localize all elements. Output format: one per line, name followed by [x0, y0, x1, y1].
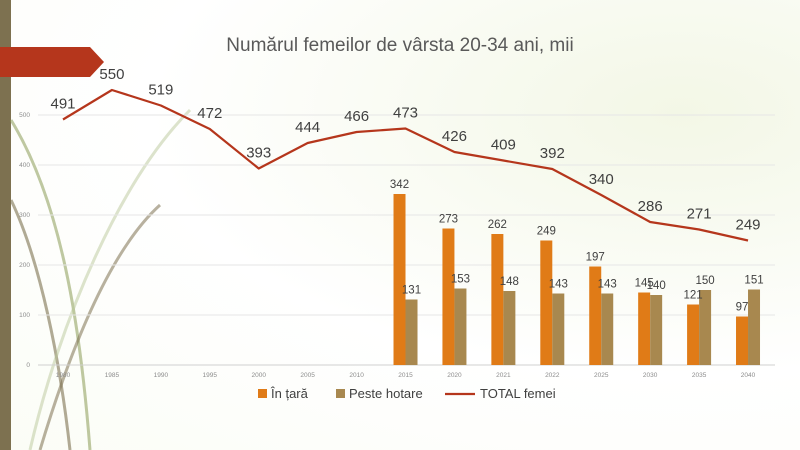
line-label-total: 466	[344, 108, 369, 125]
line-label-total: 392	[540, 145, 565, 162]
bar-label-in-tara: 145	[635, 278, 654, 290]
legend-label-total: TOTAL femei	[480, 386, 556, 401]
legend-swatch-in-tara	[258, 389, 267, 398]
y-tick-label: 500	[19, 112, 30, 119]
y-tick-label: 0	[26, 362, 30, 369]
line-label-total: 491	[50, 96, 75, 113]
bar-label-in-tara: 249	[537, 226, 556, 238]
bar-label-in-tara: 97	[736, 302, 749, 314]
bar-label-peste-hotare: 143	[549, 279, 568, 291]
bar-label-peste-hotare: 140	[647, 280, 666, 292]
x-tick-label: 1980	[56, 372, 71, 379]
bar-label-in-tara: 121	[683, 290, 702, 302]
bar-peste-hotare	[699, 290, 712, 365]
line-label-total: 340	[589, 171, 614, 188]
bar-label-peste-hotare: 131	[402, 285, 421, 297]
bar-label-in-tara: 262	[488, 219, 507, 231]
x-tick-label: 2022	[545, 372, 560, 379]
x-tick-label: 2025	[594, 372, 609, 379]
bar-label-in-tara: 342	[390, 179, 409, 191]
decorative-curves	[9, 108, 192, 450]
legend-label-peste-hotare: Peste hotare	[349, 386, 423, 401]
x-tick-label: 2005	[300, 372, 315, 379]
x-tick-label: 2030	[643, 372, 658, 379]
x-tick-label: 2020	[447, 372, 462, 379]
line-label-total: 444	[295, 119, 320, 136]
bar-label-peste-hotare: 153	[451, 274, 470, 286]
bar-in-tara	[687, 304, 700, 365]
x-tick-label: 2015	[398, 372, 413, 379]
line-label-total: 286	[638, 198, 663, 215]
bar-peste-hotare	[601, 293, 614, 365]
bar-peste-hotare	[503, 291, 516, 365]
legend-label-in-tara: În țară	[270, 386, 309, 401]
red-tab	[0, 47, 104, 77]
slide-left-bar	[0, 0, 11, 450]
bar-peste-hotare	[405, 299, 418, 365]
total-line	[62, 88, 749, 242]
line-label-total: 550	[99, 66, 124, 83]
x-tick-label: 1985	[105, 372, 120, 379]
line-label-total: 472	[197, 105, 222, 122]
y-tick-label: 300	[19, 212, 30, 219]
x-tick-label: 2035	[692, 372, 707, 379]
bar-label-peste-hotare: 150	[695, 275, 714, 287]
legend-swatch-peste-hotare	[336, 389, 345, 398]
line-label-total: 473	[393, 105, 418, 122]
bar-label-peste-hotare: 148	[500, 276, 519, 288]
bar-label-in-tara: 273	[439, 214, 458, 226]
bar-in-tara	[638, 292, 651, 365]
bar-in-tara	[442, 228, 455, 365]
line-label-total: 249	[736, 217, 761, 234]
line-label-total: 519	[148, 82, 173, 99]
bar-in-tara	[393, 194, 406, 365]
bar-in-tara	[540, 240, 553, 365]
bar-in-tara	[491, 234, 504, 365]
bar-label-peste-hotare: 151	[744, 275, 763, 287]
chart-title: Numărul femeilor de vârsta 20-34 ani, mi…	[226, 35, 573, 56]
x-tick-label: 2000	[251, 372, 266, 379]
x-tick-label: 1995	[203, 372, 218, 379]
bar-peste-hotare	[650, 295, 663, 365]
x-axis: 1980 1985 1990 1995 2000 2005 2010 2015 2020 2021…	[38, 364, 775, 379]
x-tick-label: 1990	[154, 372, 169, 379]
bars	[393, 194, 761, 365]
line-label-total: 393	[246, 145, 271, 162]
line-label-total: 426	[442, 128, 467, 145]
y-axis: 0 100 200 300 400 500	[19, 112, 30, 369]
line-label-total: 271	[687, 206, 712, 223]
bar-peste-hotare	[552, 293, 565, 365]
bar-in-tara	[589, 266, 602, 365]
y-tick-label: 200	[19, 262, 30, 269]
bar-label-in-tara: 197	[586, 252, 605, 264]
x-tick-label: 2040	[741, 372, 756, 379]
legend: În țară Peste hotare TOTAL femei	[258, 386, 556, 401]
x-tick-label: 2010	[349, 372, 364, 379]
bar-peste-hotare	[454, 288, 467, 365]
bar-label-peste-hotare: 143	[598, 279, 617, 291]
total-line-path	[62, 88, 749, 242]
y-tick-label: 100	[19, 312, 30, 319]
line-label-total: 409	[491, 137, 516, 154]
x-tick-label: 2021	[496, 372, 511, 379]
bar-peste-hotare	[748, 289, 761, 365]
y-tick-label: 400	[19, 162, 30, 169]
bar-in-tara	[736, 316, 749, 365]
